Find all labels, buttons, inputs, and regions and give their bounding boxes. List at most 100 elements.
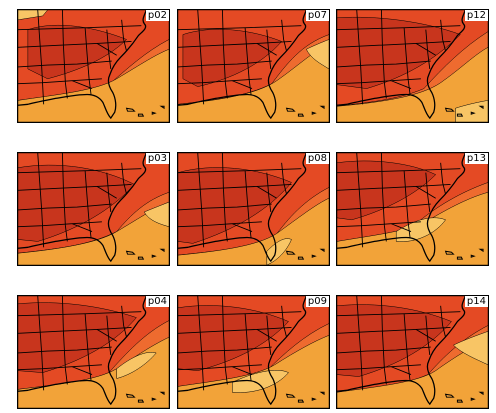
island (456, 399, 464, 403)
state-border (337, 364, 421, 371)
state-border (61, 153, 68, 242)
state-border (415, 186, 436, 199)
map-panel-p04: p04 (17, 295, 170, 409)
state-border (18, 183, 132, 191)
panel-label: p08 (305, 153, 329, 164)
state-border (244, 313, 252, 381)
island (159, 391, 165, 396)
map-svg (337, 10, 488, 122)
state-border (61, 10, 68, 99)
state-border (106, 172, 112, 213)
island (137, 256, 145, 260)
map-svg (18, 153, 169, 265)
state-border (178, 78, 262, 85)
state-border (440, 19, 446, 52)
island (125, 107, 136, 112)
state-border (178, 168, 302, 174)
island (285, 107, 296, 112)
state-border (337, 40, 451, 48)
state-border (281, 162, 287, 195)
state-border (337, 78, 421, 85)
coastline (18, 10, 147, 120)
state-border (266, 315, 272, 356)
state-border (178, 346, 272, 354)
state-border (18, 168, 142, 174)
island (297, 256, 305, 260)
contour-band-darkest (337, 160, 437, 221)
state-border (356, 153, 364, 248)
contour-band-darkest (337, 304, 452, 377)
state-border (221, 296, 228, 385)
island (444, 107, 455, 112)
state-border (18, 311, 142, 317)
state-border (380, 10, 387, 99)
island (285, 393, 296, 398)
state-border (244, 27, 252, 95)
panel-label: p07 (305, 10, 329, 21)
state-border (380, 153, 387, 242)
state-border (18, 60, 112, 68)
state-border (221, 153, 228, 242)
state-border (61, 296, 68, 385)
state-border (96, 186, 117, 199)
panel-label: p13 (464, 153, 488, 164)
state-border (391, 366, 412, 376)
state-border (232, 80, 253, 90)
state-border (96, 329, 117, 342)
panel-label: p12 (464, 10, 488, 21)
state-border (197, 153, 205, 248)
coastline (178, 10, 307, 120)
map-svg (18, 10, 169, 122)
state-border (84, 27, 92, 95)
island (125, 393, 136, 398)
island (319, 391, 325, 396)
panel-label: p09 (305, 296, 329, 307)
contour-band-light-region (178, 335, 329, 408)
island (125, 250, 136, 255)
state-border (121, 19, 127, 52)
island (478, 391, 484, 396)
panel-label: p04 (145, 296, 169, 307)
island (297, 399, 305, 403)
island (137, 399, 145, 403)
island (478, 105, 484, 110)
state-border (356, 296, 364, 391)
state-border (197, 296, 205, 391)
state-border (37, 296, 45, 391)
panel-label: p14 (464, 296, 488, 307)
island (444, 393, 455, 398)
state-border (18, 364, 102, 371)
state-border (337, 60, 431, 68)
state-border (106, 29, 112, 70)
state-border (178, 326, 292, 334)
contour-band-light-region (18, 49, 169, 122)
island (456, 113, 464, 117)
state-border (356, 10, 364, 105)
state-border (72, 80, 93, 90)
island (311, 254, 317, 258)
map-panel-p09: p09 (177, 295, 330, 409)
contour-band-lightest (453, 331, 488, 366)
map-panel-p03: p03 (17, 152, 170, 266)
panel-label: p02 (145, 10, 169, 21)
state-border (18, 221, 102, 228)
island (470, 254, 476, 258)
state-border (266, 172, 272, 213)
state-border (106, 315, 112, 356)
state-border (18, 78, 102, 85)
state-border (232, 366, 253, 376)
contour-band-lightest (395, 217, 446, 242)
state-border (178, 311, 302, 317)
map-panel-p08: p08 (177, 152, 330, 266)
state-border (337, 183, 451, 191)
state-border (440, 162, 446, 195)
contour-band-darkest (27, 25, 128, 80)
state-border (18, 203, 112, 211)
state-border (403, 27, 411, 95)
island (478, 248, 484, 253)
contour-band-light-region (337, 47, 488, 122)
map-panel-p13: p13 (336, 152, 489, 266)
state-border (18, 25, 142, 31)
state-border (380, 296, 387, 385)
coastline (337, 296, 466, 406)
